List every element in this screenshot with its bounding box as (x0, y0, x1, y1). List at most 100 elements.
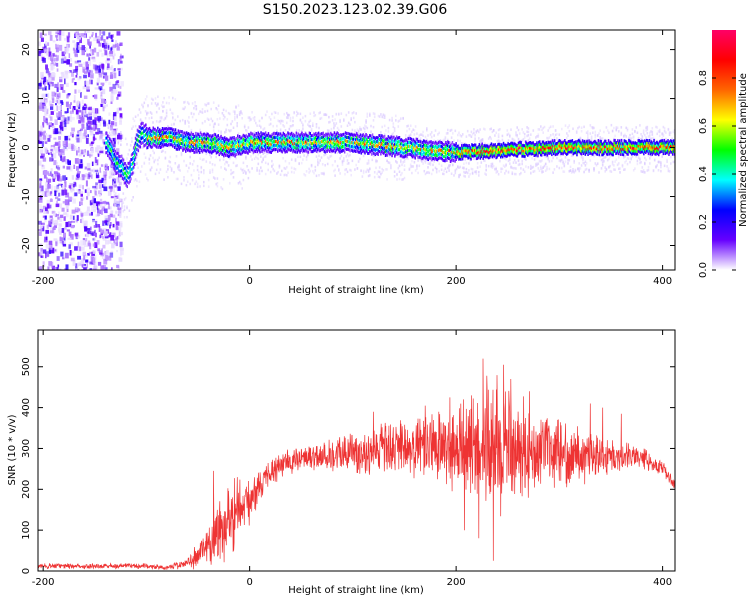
spectrogram-noise-cell (87, 134, 89, 138)
spectrogram-ridge-cell (338, 137, 340, 141)
spectrogram-ridge-cell (188, 145, 191, 149)
spectrogram-noise-cell (103, 72, 108, 76)
spectrogram-halo-cell (522, 131, 525, 134)
spectrogram-noise-cell (51, 157, 54, 162)
spectrogram-halo-cell (511, 172, 514, 176)
spectrogram-ridge-cell (157, 138, 159, 142)
spectrogram-halo-cell (106, 123, 108, 126)
spectrogram-halo-cell (464, 171, 466, 174)
spectrogram-halo-cell (343, 119, 345, 122)
spectrogram-halo-cell (513, 158, 516, 162)
spectrogram-halo-cell (542, 131, 544, 134)
spectrogram-noise-cell (95, 147, 99, 153)
spectrogram-noise-cell (76, 166, 79, 171)
spectrogram-halo-cell (651, 133, 654, 136)
spectrogram-ridge-cell (254, 146, 257, 149)
spectrogram-noise-cell (96, 201, 100, 206)
spectrogram-halo-cell (668, 170, 671, 173)
spectrogram-ridge-cell (253, 145, 256, 149)
spectrogram-noise-cell (86, 122, 88, 126)
spectrogram-ridge-cell (269, 150, 272, 154)
spectrogram-ridge-cell (327, 136, 329, 140)
spectrogram-noise-cell (46, 122, 49, 126)
spectrogram-noise-cell (110, 95, 114, 102)
spectrogram-halo-cell (655, 166, 657, 169)
spectrogram-noise-cell (59, 154, 62, 157)
spectrogram-noise-cell (38, 160, 41, 166)
spectrogram-noise-cell (105, 80, 108, 83)
spectrogram-halo-cell (298, 162, 300, 165)
spectrogram-halo-cell (339, 118, 341, 122)
spectrogram-noise-cell (101, 206, 106, 212)
spectrogram-halo-cell (513, 166, 516, 170)
spectrogram-noise-cell (89, 268, 93, 270)
spectrogram-ridge-cell (161, 134, 164, 138)
spectrogram-halo-cell (196, 168, 199, 172)
spectrogram-noise-cell (48, 81, 51, 87)
spectrogram-noise-cell (78, 153, 82, 157)
spectrogram-halo-cell (356, 128, 359, 131)
spectrogram-halo-cell (651, 137, 654, 140)
spectrogram-halo-cell (330, 127, 333, 131)
spectrogram-halo-cell (496, 170, 499, 173)
spectrogram-halo-cell (323, 113, 325, 116)
spectrogram-halo-cell (658, 160, 661, 164)
spectrogram-noise-cell (84, 254, 88, 258)
spectrogram-noise-cell (87, 41, 92, 46)
spectrogram-halo-cell (225, 168, 227, 172)
spectrogram-ridge-cell (312, 133, 314, 137)
spectrogram-ridge-cell (235, 145, 237, 149)
spectrogram-halo-cell (184, 106, 186, 109)
spectrogram-halo-cell (227, 129, 230, 132)
spectrogram-noise-cell (93, 124, 97, 131)
spectrogram-ridge-cell (211, 147, 213, 151)
spectrogram-halo-cell (193, 137, 195, 140)
spectrogram-halo-cell (580, 164, 583, 167)
spectrogram-ridge-cell (191, 137, 193, 141)
spectrogram-halo-cell (468, 162, 470, 165)
spectrogram-halo-cell (558, 133, 561, 136)
spectrogram-halo-cell (409, 133, 412, 136)
spectrogram-halo-cell (258, 124, 261, 127)
spectrogram-noise-cell (94, 265, 98, 270)
spectrogram-noise-cell (50, 198, 52, 202)
spectrogram-noise-cell (39, 32, 43, 39)
spectrogram-halo-cell (646, 128, 649, 131)
spectrogram-halo-cell (618, 156, 620, 159)
spectrogram-noise-cell (75, 148, 80, 151)
spectrogram-ridge-cell (268, 138, 271, 142)
spectrogram-halo-cell (494, 167, 496, 171)
spectrogram-halo-cell (515, 161, 517, 164)
spectrogram-noise-cell (51, 265, 55, 270)
spectrogram-noise-cell (59, 77, 63, 80)
spectrogram-halo-cell (334, 118, 336, 121)
spectrogram-halo-cell (149, 168, 152, 171)
spectrogram-ridge-cell (320, 144, 323, 148)
spectrogram-halo-cell (252, 117, 255, 120)
spectrogram-ridge-cell (132, 161, 134, 165)
spectrogram-halo-cell (242, 171, 245, 174)
spectrogram-noise-cell (81, 117, 85, 123)
spectrogram-ridge-cell (220, 138, 222, 142)
spectrogram-noise-cell (75, 268, 78, 270)
spectrogram-ridge-cell (300, 145, 302, 149)
spectrogram-halo-cell (205, 152, 208, 156)
spectrogram-halo-cell (373, 171, 376, 174)
spectrogram-ridge-cell (159, 128, 161, 132)
spectrogram-halo-cell (531, 166, 533, 169)
spectrogram-halo-cell (155, 168, 158, 172)
spectrogram-ridge-cell (360, 151, 363, 155)
spectrogram-halo-cell (650, 130, 652, 133)
spectrogram-halo-cell (255, 155, 257, 158)
spectrogram-ridge-cell (323, 137, 325, 141)
spectrogram-ridge-cell (269, 142, 272, 146)
spectrogram-ridge-cell (354, 149, 356, 153)
spectrogram-noise-cell (45, 229, 50, 234)
spectrogram-noise-cell (90, 141, 94, 145)
spectrogram-ridge-cell (257, 139, 259, 143)
spectrogram-halo-cell (326, 162, 329, 166)
spectrogram-noise-cell (83, 62, 86, 66)
spectrogram-ridge-cell (357, 146, 360, 150)
spectrogram-halo-cell (657, 130, 660, 133)
spectrogram-ridge-cell (225, 137, 228, 141)
